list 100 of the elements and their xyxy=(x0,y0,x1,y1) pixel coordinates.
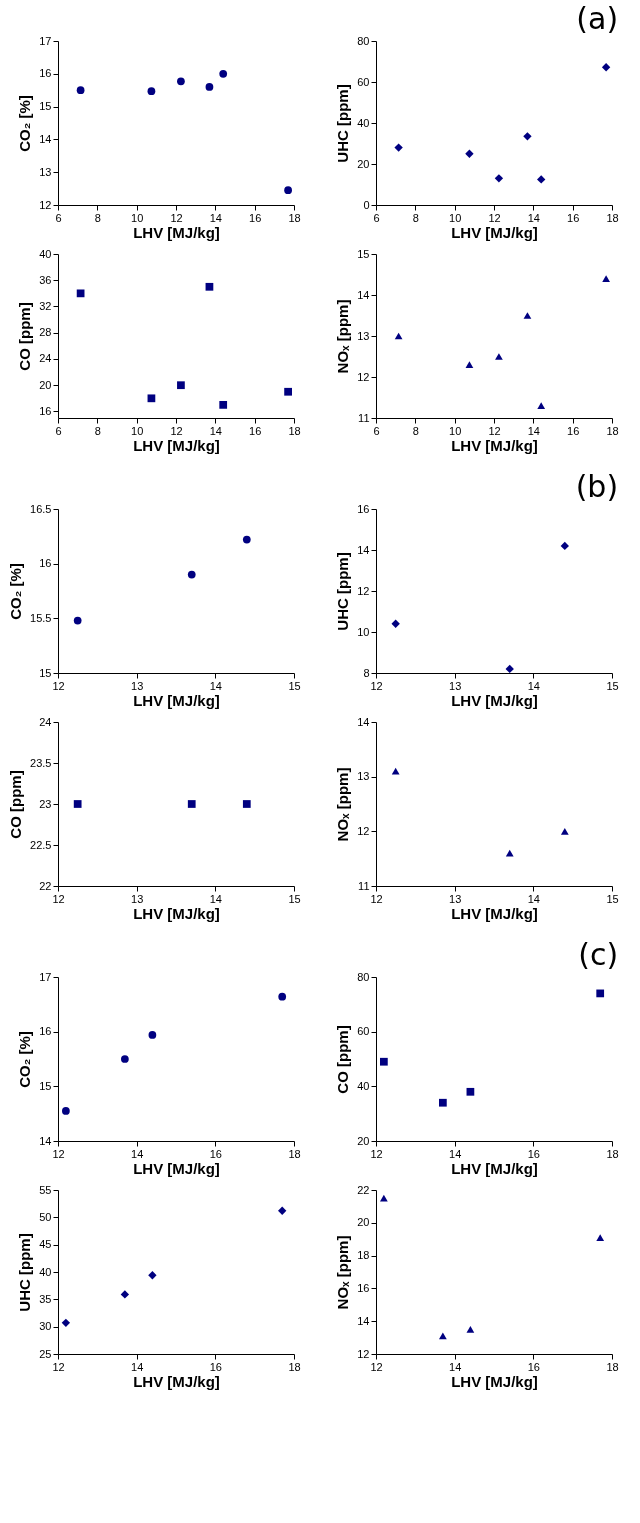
x-axis-title: LHV [MJ/kg] xyxy=(133,1159,220,1177)
y-axis-title: NOₓ [ppm] xyxy=(334,767,352,842)
point xyxy=(596,1234,605,1241)
point xyxy=(505,849,514,857)
x-tick-label: 14 xyxy=(131,1147,144,1160)
x-tick-label: 16 xyxy=(209,1360,222,1373)
point xyxy=(148,1031,157,1039)
y-axis-title: CO [ppm] xyxy=(334,1025,352,1094)
point xyxy=(219,69,228,78)
x-axis-title: LHV [MJ/kg] xyxy=(133,904,220,922)
y-tick-label: 23 xyxy=(39,797,52,810)
y-tick-label: 22 xyxy=(357,1183,370,1196)
point xyxy=(523,132,532,141)
y-tick-label: 13 xyxy=(357,329,370,342)
y-axis-title: CO [ppm] xyxy=(16,302,34,371)
point xyxy=(523,312,532,319)
y-tick-label: 15.5 xyxy=(30,611,52,624)
chart-title: (b) xyxy=(575,469,619,504)
x-tick-label: 18 xyxy=(606,1147,619,1160)
x-tick-label: 18 xyxy=(288,1360,301,1373)
y-tick-label: 15 xyxy=(357,247,370,260)
point xyxy=(391,619,400,628)
y-tick-label: 20 xyxy=(357,1216,370,1229)
point xyxy=(76,289,85,298)
point xyxy=(601,63,611,72)
point xyxy=(284,387,292,396)
x-tick-label: 16 xyxy=(249,211,262,224)
point xyxy=(465,361,474,369)
y-tick-label: 23.5 xyxy=(30,756,52,769)
x-tick-label: 14 xyxy=(449,1147,462,1160)
y-tick-label: 30 xyxy=(39,1320,52,1333)
point xyxy=(537,402,546,410)
y-tick-label: 13 xyxy=(39,165,52,178)
point xyxy=(177,381,185,390)
y-tick-label: 80 xyxy=(357,34,370,47)
x-tick-label: 8 xyxy=(94,424,101,437)
point xyxy=(596,989,605,998)
x-tick-label: 16 xyxy=(209,1147,222,1160)
x-axis-title: LHV [MJ/kg] xyxy=(133,223,220,241)
point xyxy=(465,149,474,158)
y-tick-label: 16 xyxy=(39,557,52,570)
chart-title: (a) xyxy=(576,1,619,36)
y-tick-label: 20 xyxy=(357,157,370,170)
y-tick-label: 14 xyxy=(39,1134,52,1147)
y-tick-label: 16.5 xyxy=(30,502,52,515)
y-tick-label: 12 xyxy=(39,198,52,211)
point xyxy=(394,143,403,152)
point xyxy=(466,1087,475,1096)
point xyxy=(205,282,214,291)
point xyxy=(148,1271,157,1280)
y-tick-label: 16 xyxy=(357,502,370,515)
y-tick-label: 18 xyxy=(357,1249,370,1262)
y-tick-label: 45 xyxy=(39,1238,52,1251)
x-tick-label: 16 xyxy=(567,424,580,437)
point xyxy=(177,77,185,86)
x-axis-title: LHV [MJ/kg] xyxy=(133,436,220,454)
point xyxy=(505,664,514,674)
y-tick-label: 14 xyxy=(39,132,52,145)
x-tick-label: 13 xyxy=(131,892,144,905)
x-axis-title: LHV [MJ/kg] xyxy=(451,691,538,709)
point xyxy=(120,1055,129,1063)
x-tick-label: 18 xyxy=(606,211,619,224)
point xyxy=(76,86,85,95)
x-tick-label: 14 xyxy=(527,679,540,692)
y-tick-label: 17 xyxy=(39,34,52,47)
x-tick-label: 15 xyxy=(606,679,619,692)
y-tick-label: 16 xyxy=(357,1281,370,1294)
point xyxy=(379,1057,388,1066)
y-tick-label: 10 xyxy=(357,625,370,638)
y-axis-title: CO [ppm] xyxy=(7,770,25,839)
x-tick-label: 6 xyxy=(373,424,380,437)
x-tick-label: 12 xyxy=(52,892,65,905)
y-tick-label: 40 xyxy=(39,247,52,260)
x-tick-label: 10 xyxy=(449,424,462,437)
x-tick-label: 14 xyxy=(527,211,540,224)
x-tick-label: 15 xyxy=(288,892,301,905)
point xyxy=(494,174,504,183)
chart-title: (c) xyxy=(578,937,619,972)
y-axis-title: UHC [ppm] xyxy=(334,552,352,631)
x-axis-title: LHV [MJ/kg] xyxy=(451,1159,538,1177)
point xyxy=(438,1332,447,1340)
y-tick-label: 40 xyxy=(39,1265,52,1278)
y-tick-label: 17 xyxy=(39,970,52,983)
x-axis-title: LHV [MJ/kg] xyxy=(133,691,220,709)
y-tick-label: 20 xyxy=(39,378,52,391)
point xyxy=(120,1290,130,1299)
point xyxy=(495,353,503,360)
x-tick-label: 14 xyxy=(527,892,540,905)
x-tick-label: 14 xyxy=(209,679,222,692)
x-axis-title: LHV [MJ/kg] xyxy=(451,1372,538,1390)
y-tick-label: 8 xyxy=(363,666,370,679)
y-tick-label: 25 xyxy=(39,1347,52,1360)
y-tick-label: 0 xyxy=(363,198,370,211)
x-tick-label: 8 xyxy=(412,424,419,437)
x-tick-label: 12 xyxy=(52,1360,65,1373)
point xyxy=(147,87,156,96)
x-tick-label: 6 xyxy=(373,211,380,224)
y-tick-label: 55 xyxy=(39,1183,52,1196)
y-tick-label: 60 xyxy=(357,1025,370,1038)
y-tick-label: 11 xyxy=(358,879,370,892)
